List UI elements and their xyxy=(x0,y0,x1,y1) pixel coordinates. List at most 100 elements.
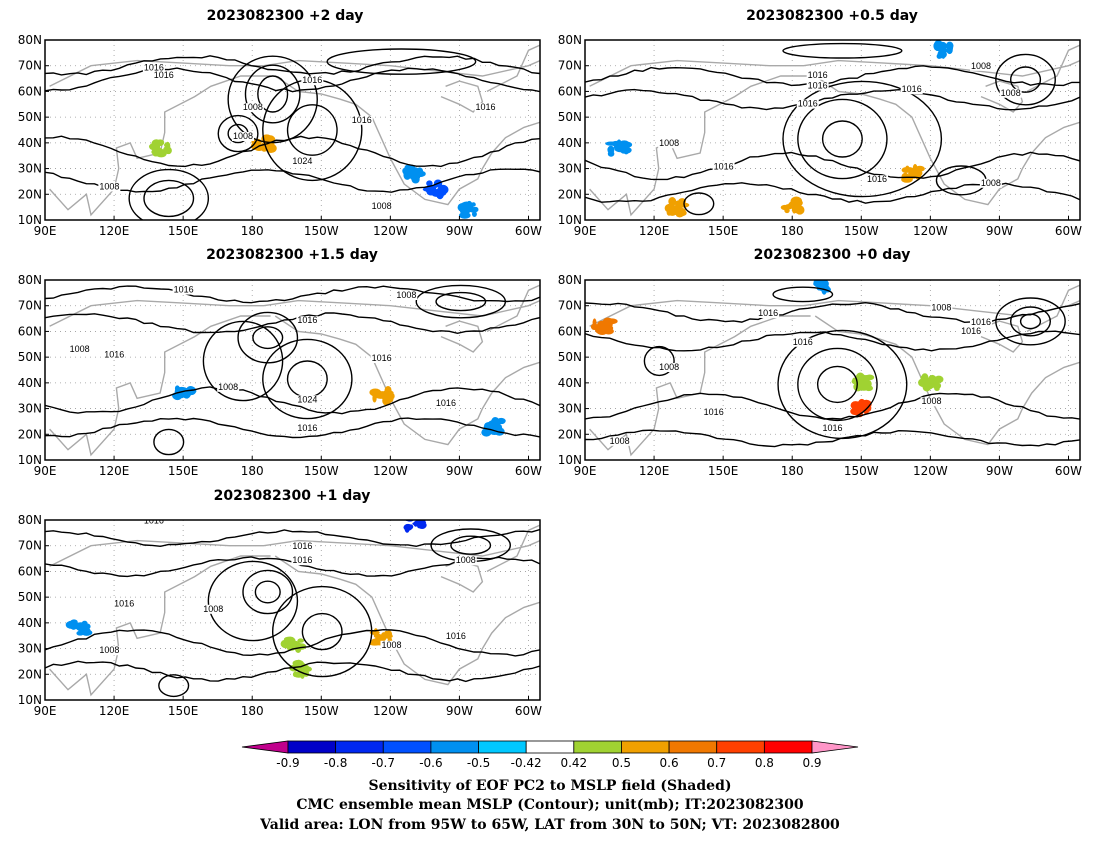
contour-labels: 1016 1016 1016 1008 1016 1008 1016 1008 1008 xyxy=(98,520,477,656)
y-tick-label: 80N xyxy=(18,273,42,287)
x-tick-label: 120E xyxy=(99,464,130,478)
coastlines xyxy=(49,44,540,217)
mslp-isobar xyxy=(1010,66,1042,93)
contour-label: 1008 xyxy=(921,396,941,406)
sensitivity-patch xyxy=(426,180,433,187)
contour-label: 1016 xyxy=(822,423,842,433)
mslp-isobar xyxy=(1019,313,1042,330)
contour-label: 1016 xyxy=(808,81,828,91)
mslp-isobar xyxy=(45,168,540,193)
caption-line-1: Sensitivity of EOF PC2 to MSLP field (Sh… xyxy=(368,778,731,794)
x-tick-label: 60W xyxy=(1055,464,1082,478)
sensitivity-patch xyxy=(471,202,476,207)
sensitivity-patch xyxy=(667,208,677,216)
panel-title: 2023082300 +2 day xyxy=(207,8,364,24)
contour-label-bg xyxy=(930,303,953,313)
x-tick-label: 120W xyxy=(373,704,408,718)
contour-label: 1008 xyxy=(659,362,679,372)
contour-label: 1016 xyxy=(372,353,392,363)
sensitivity-patch xyxy=(937,50,947,59)
coastline xyxy=(274,555,540,686)
mslp-isobar xyxy=(995,297,1066,346)
contour-label-bg xyxy=(806,81,829,91)
mslp-isobar xyxy=(45,628,540,657)
x-tick-label: 120W xyxy=(373,464,408,478)
coastline xyxy=(589,59,1080,87)
mslp-isobar xyxy=(252,326,284,350)
y-tick-label: 80N xyxy=(558,33,582,47)
colorbar-swatch xyxy=(525,740,575,754)
contour-label: 1008 xyxy=(372,201,392,211)
map-panel-plus-2-day: 2023082300 +2 day 1016101610161008100810… xyxy=(18,8,542,238)
coastline xyxy=(980,80,1024,113)
y-tick-label: 30N xyxy=(18,162,42,176)
sensitivity-patch xyxy=(416,523,422,529)
y-tick-label: 70N xyxy=(18,539,42,553)
coastline xyxy=(49,539,540,567)
y-tick-label: 30N xyxy=(18,402,42,416)
gridlines xyxy=(45,280,540,460)
contour-label-bg xyxy=(103,350,126,360)
y-tick-label: 70N xyxy=(18,299,42,313)
colorbar-tick-label: 0.8 xyxy=(755,756,774,770)
mslp-isobar xyxy=(995,53,1056,106)
x-tick-label: 150W xyxy=(844,464,879,478)
colorbar-swatch xyxy=(335,740,384,754)
contour-label-bg xyxy=(979,178,1002,188)
y-tick-label: 40N xyxy=(18,616,42,630)
colorbar-swatch xyxy=(763,740,813,754)
contour-label: 1008 xyxy=(203,604,223,614)
coastline xyxy=(49,59,540,87)
colorbar-tick-label: 0.5 xyxy=(612,756,631,770)
colorbar-swatch xyxy=(382,740,432,754)
contour-label-bg xyxy=(202,604,225,614)
contour-label: 1016 xyxy=(154,70,174,80)
gridlines xyxy=(585,40,1080,220)
y-tick-label: 20N xyxy=(558,187,582,201)
colorbar-max-arrow xyxy=(811,740,859,754)
mslp-isobar xyxy=(257,75,289,113)
x-tick-label: 90W xyxy=(446,224,473,238)
mslp-isobar xyxy=(643,345,675,377)
contour-label: 1016 xyxy=(292,555,312,565)
sensitivity-patch xyxy=(821,280,828,284)
sensitivity-patch xyxy=(619,145,625,153)
axis-ticks: 90E 120E 150E 180 150W 120W 90W 60W 10N 20N 30N 40N… xyxy=(558,273,1082,478)
coastline xyxy=(440,80,484,113)
y-tick-label: 50N xyxy=(558,350,582,364)
x-tick-label: 150E xyxy=(168,224,199,238)
mslp-isobar xyxy=(244,64,301,124)
sensitivity-patch xyxy=(934,386,940,392)
coastline xyxy=(589,299,1080,327)
x-tick-label: 150W xyxy=(844,224,879,238)
mslp-isobar xyxy=(202,320,284,402)
coastline xyxy=(486,524,540,573)
mslp-isobar xyxy=(450,535,492,555)
sensitivity-patch xyxy=(76,624,83,631)
coastlines xyxy=(589,44,1080,217)
sensitivity-patch xyxy=(164,146,172,155)
contour-label-bg xyxy=(296,316,319,326)
contour-label: 1008 xyxy=(1001,88,1021,98)
mslp-isobar xyxy=(45,528,540,548)
sensitivity-patch xyxy=(815,280,823,284)
mslp-isobar xyxy=(585,65,1080,87)
contour-label: 1016 xyxy=(704,407,724,417)
x-tick-label: 60W xyxy=(515,464,542,478)
sensitivity-patch xyxy=(437,184,449,195)
contour-label: 1008 xyxy=(99,645,119,655)
map-frame xyxy=(584,39,1081,221)
sensitivity-patch xyxy=(851,378,861,385)
contour-label-bg xyxy=(241,103,264,113)
contour-label-bg xyxy=(350,115,373,125)
colorbar: -0.9 -0.8 -0.7 -0.6 -0.5 -0.42 0.42 0.5 0.6 0.7 0.… xyxy=(241,740,859,770)
contour-label-bg xyxy=(806,70,829,80)
mslp-isobar xyxy=(262,338,353,420)
contour-label-bg xyxy=(370,354,393,363)
y-tick-label: 20N xyxy=(18,187,42,201)
map-frame xyxy=(44,39,541,221)
contour-label-bg xyxy=(68,345,91,354)
contour-label-bg xyxy=(960,327,983,336)
contour-label: 1008 xyxy=(381,640,401,650)
